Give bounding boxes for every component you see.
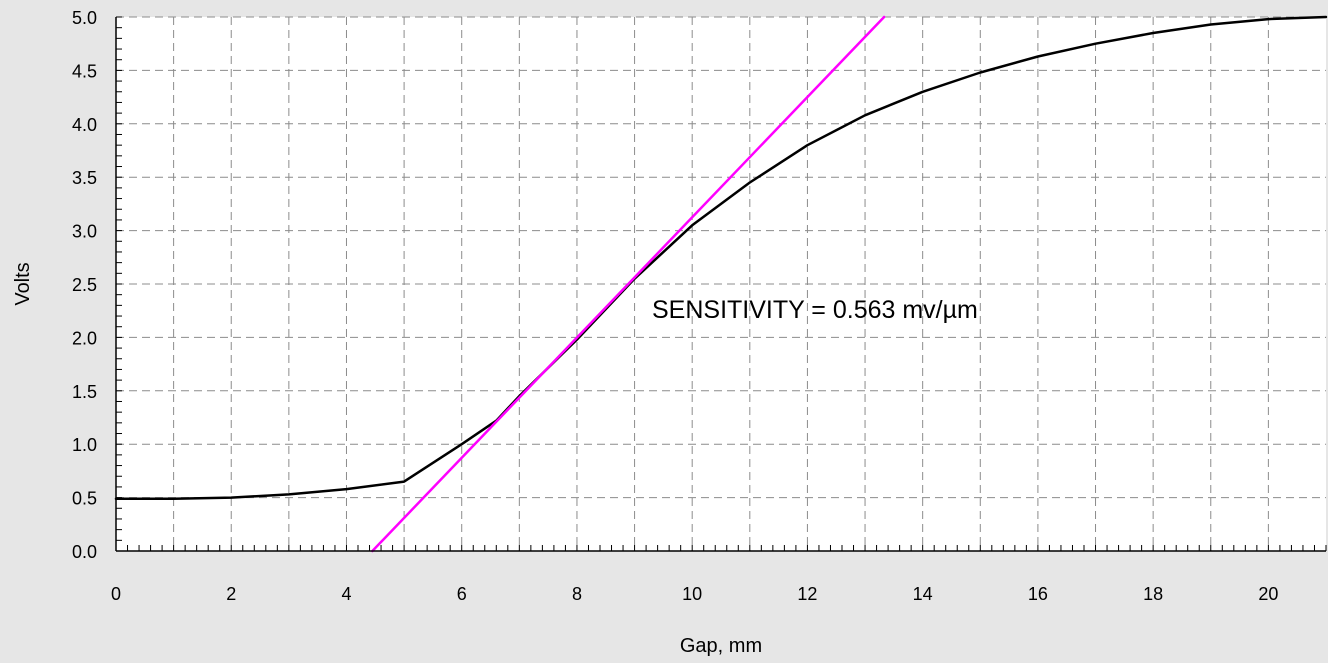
x-tick-label: 20 (1258, 584, 1278, 604)
minor-ticks (115, 16, 1327, 552)
y-tick-label: 3.5 (72, 168, 97, 188)
y-tick-label: 0.0 (72, 542, 97, 562)
y-tick-label: 1.5 (72, 382, 97, 402)
grid (115, 16, 1326, 552)
series-line-0 (114, 15, 1328, 500)
y-tick-label: 2.5 (72, 275, 97, 295)
x-tick-labels: 0 2 4 6 8 10 12 14 16 18 20 (111, 584, 1278, 604)
x-tick-label: 14 (913, 584, 933, 604)
y-tick-labels: 0.0 0.5 1.0 1.5 2.0 2.5 3.0 3.5 4.0 4.5 5.0 (72, 8, 97, 562)
y-tick-label: 0.5 (72, 489, 97, 509)
x-tick-label: 12 (797, 584, 817, 604)
x-tick-label: 16 (1028, 584, 1048, 604)
x-tick-label: 18 (1143, 584, 1163, 604)
x-tick-label: 4 (341, 584, 351, 604)
series (114, 15, 1328, 553)
series-line-1 (371, 15, 886, 553)
y-tick-label: 4.5 (72, 61, 97, 81)
x-axis-label: Gap, mm (680, 635, 762, 657)
y-axis-label: Volts (12, 262, 34, 305)
x-tick-label: 10 (682, 584, 702, 604)
y-tick-label: 5.0 (72, 8, 97, 28)
x-tick-label: 8 (572, 584, 582, 604)
y-tick-label: 4.0 (72, 115, 97, 135)
y-tick-label: 1.0 (72, 435, 97, 455)
x-tick-label: 0 (111, 584, 121, 604)
x-tick-label: 6 (457, 584, 467, 604)
y-tick-label: 2.0 (72, 328, 97, 348)
x-tick-label: 2 (226, 584, 236, 604)
sensitivity-annotation: SENSITIVITY = 0.563 mv/µm (652, 296, 978, 324)
y-tick-label: 3.0 (72, 222, 97, 242)
